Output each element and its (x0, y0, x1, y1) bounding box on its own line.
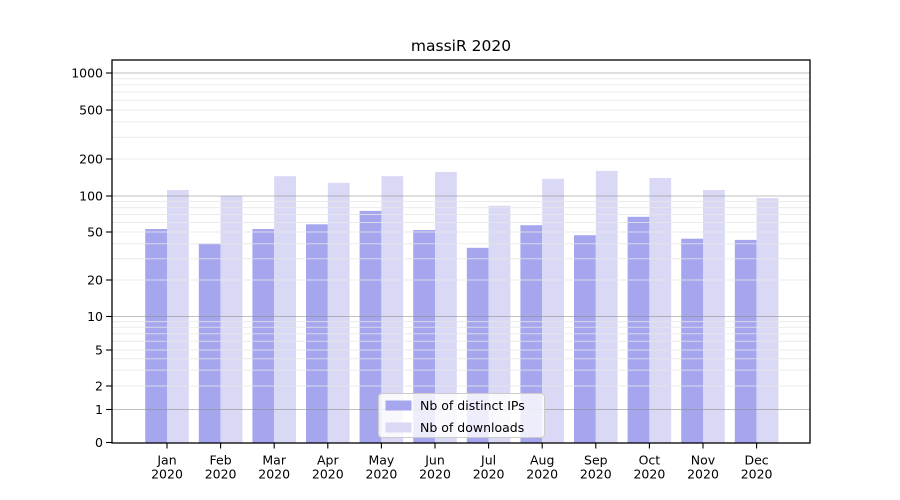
legend-box (378, 393, 545, 438)
x-tick-label-year: 2020 (205, 467, 237, 482)
x-tick-label: Jul 2020 (473, 453, 505, 482)
legend-swatch-distinct-ips (385, 400, 412, 411)
legend-label: Nb of distinct IPs (420, 398, 525, 413)
x-tick-label-month: Apr (317, 453, 339, 468)
chart-title: massiR 2020 (411, 37, 511, 55)
x-tick-label-year: 2020 (419, 467, 451, 482)
y-tick-label: 1000 (71, 66, 103, 81)
x-tick-label-year: 2020 (151, 467, 183, 482)
bar-dec-downloads (756, 198, 779, 443)
x-tick-label: Aug 2020 (526, 453, 558, 482)
x-tick-label-month: May (368, 453, 394, 468)
x-tick-label-year: 2020 (526, 467, 558, 482)
x-tick-label-month: Aug (530, 453, 554, 468)
x-tick-label-year: 2020 (741, 467, 773, 482)
y-axis: 0 1 2 5 10 20 50 100 200 500 1000 (71, 66, 112, 450)
x-tick-label: Sep 2020 (580, 453, 612, 482)
bar-aug-downloads (542, 178, 564, 443)
x-tick-label-year: 2020 (580, 467, 612, 482)
bar-jun-distinct-ips (413, 230, 435, 443)
x-tick-label-year: 2020 (258, 467, 290, 482)
bar-sep-downloads (595, 170, 618, 443)
x-tick-label-month: Sep (584, 453, 608, 468)
x-tick-label-year: 2020 (312, 467, 344, 482)
x-tick-label-month: Nov (691, 453, 716, 468)
legend-label: Nb of downloads (420, 420, 524, 435)
x-tick-label: Mar 2020 (258, 453, 290, 482)
bar-oct-distinct-ips (627, 216, 650, 443)
legend-swatch-downloads (385, 422, 412, 433)
bar-jul-downloads (488, 205, 511, 443)
bar-may-downloads (381, 176, 404, 443)
y-tick-label: 50 (87, 225, 103, 240)
x-tick-label-year: 2020 (365, 467, 397, 482)
bar-feb-downloads (220, 196, 243, 443)
gridlines-group (112, 72, 810, 411)
bar-mar-distinct-ips (252, 229, 275, 443)
y-tick-label: 200 (79, 152, 103, 167)
y-tick-label: 0 (95, 435, 103, 450)
x-tick-label: Nov 2020 (687, 453, 719, 482)
y-tick-label: 2 (95, 379, 103, 394)
x-tick-label-year: 2020 (473, 467, 505, 482)
x-tick-label: Feb 2020 (205, 453, 237, 482)
x-tick-label-year: 2020 (633, 467, 665, 482)
bar-apr-downloads (327, 182, 350, 443)
x-tick-label-month: Dec (744, 453, 768, 468)
plot-border (111, 59, 811, 444)
y-tick-label: 20 (87, 273, 103, 288)
x-tick-label: Dec 2020 (741, 453, 773, 482)
bar-jun-downloads (435, 171, 457, 443)
x-tick-label-month: Feb (210, 453, 232, 468)
y-tick-label: 5 (95, 343, 103, 358)
x-tick-label: Apr 2020 (312, 453, 344, 482)
x-tick-label: Jan 2020 (151, 453, 183, 482)
legend: Nb of distinct IPs Nb of downloads (378, 393, 545, 438)
x-tick-label-month: Jun (424, 453, 445, 468)
bar-feb-distinct-ips (198, 243, 221, 443)
x-tick-label-month: Jan (156, 453, 176, 468)
y-tick-label: 1 (95, 402, 103, 417)
y-tick-label: 10 (87, 309, 103, 324)
bar-sep-distinct-ips (574, 235, 596, 443)
x-tick-label: May 2020 (365, 453, 397, 482)
x-tick-label-month: Jul (480, 453, 496, 468)
x-tick-label-month: Mar (262, 453, 286, 468)
bar-oct-downloads (649, 178, 672, 443)
x-tick-label: Oct 2020 (633, 453, 665, 482)
x-tick-label-year: 2020 (687, 467, 719, 482)
bar-mar-downloads (274, 176, 296, 443)
bar-may-distinct-ips (359, 210, 382, 443)
y-tick-label: 100 (79, 189, 103, 204)
y-tick-label: 500 (79, 103, 103, 118)
x-tick-label-month: Oct (639, 453, 661, 468)
bar-jan-distinct-ips (145, 229, 167, 443)
bar-nov-distinct-ips (681, 238, 703, 443)
x-tick-label: Jun 2020 (419, 453, 451, 482)
